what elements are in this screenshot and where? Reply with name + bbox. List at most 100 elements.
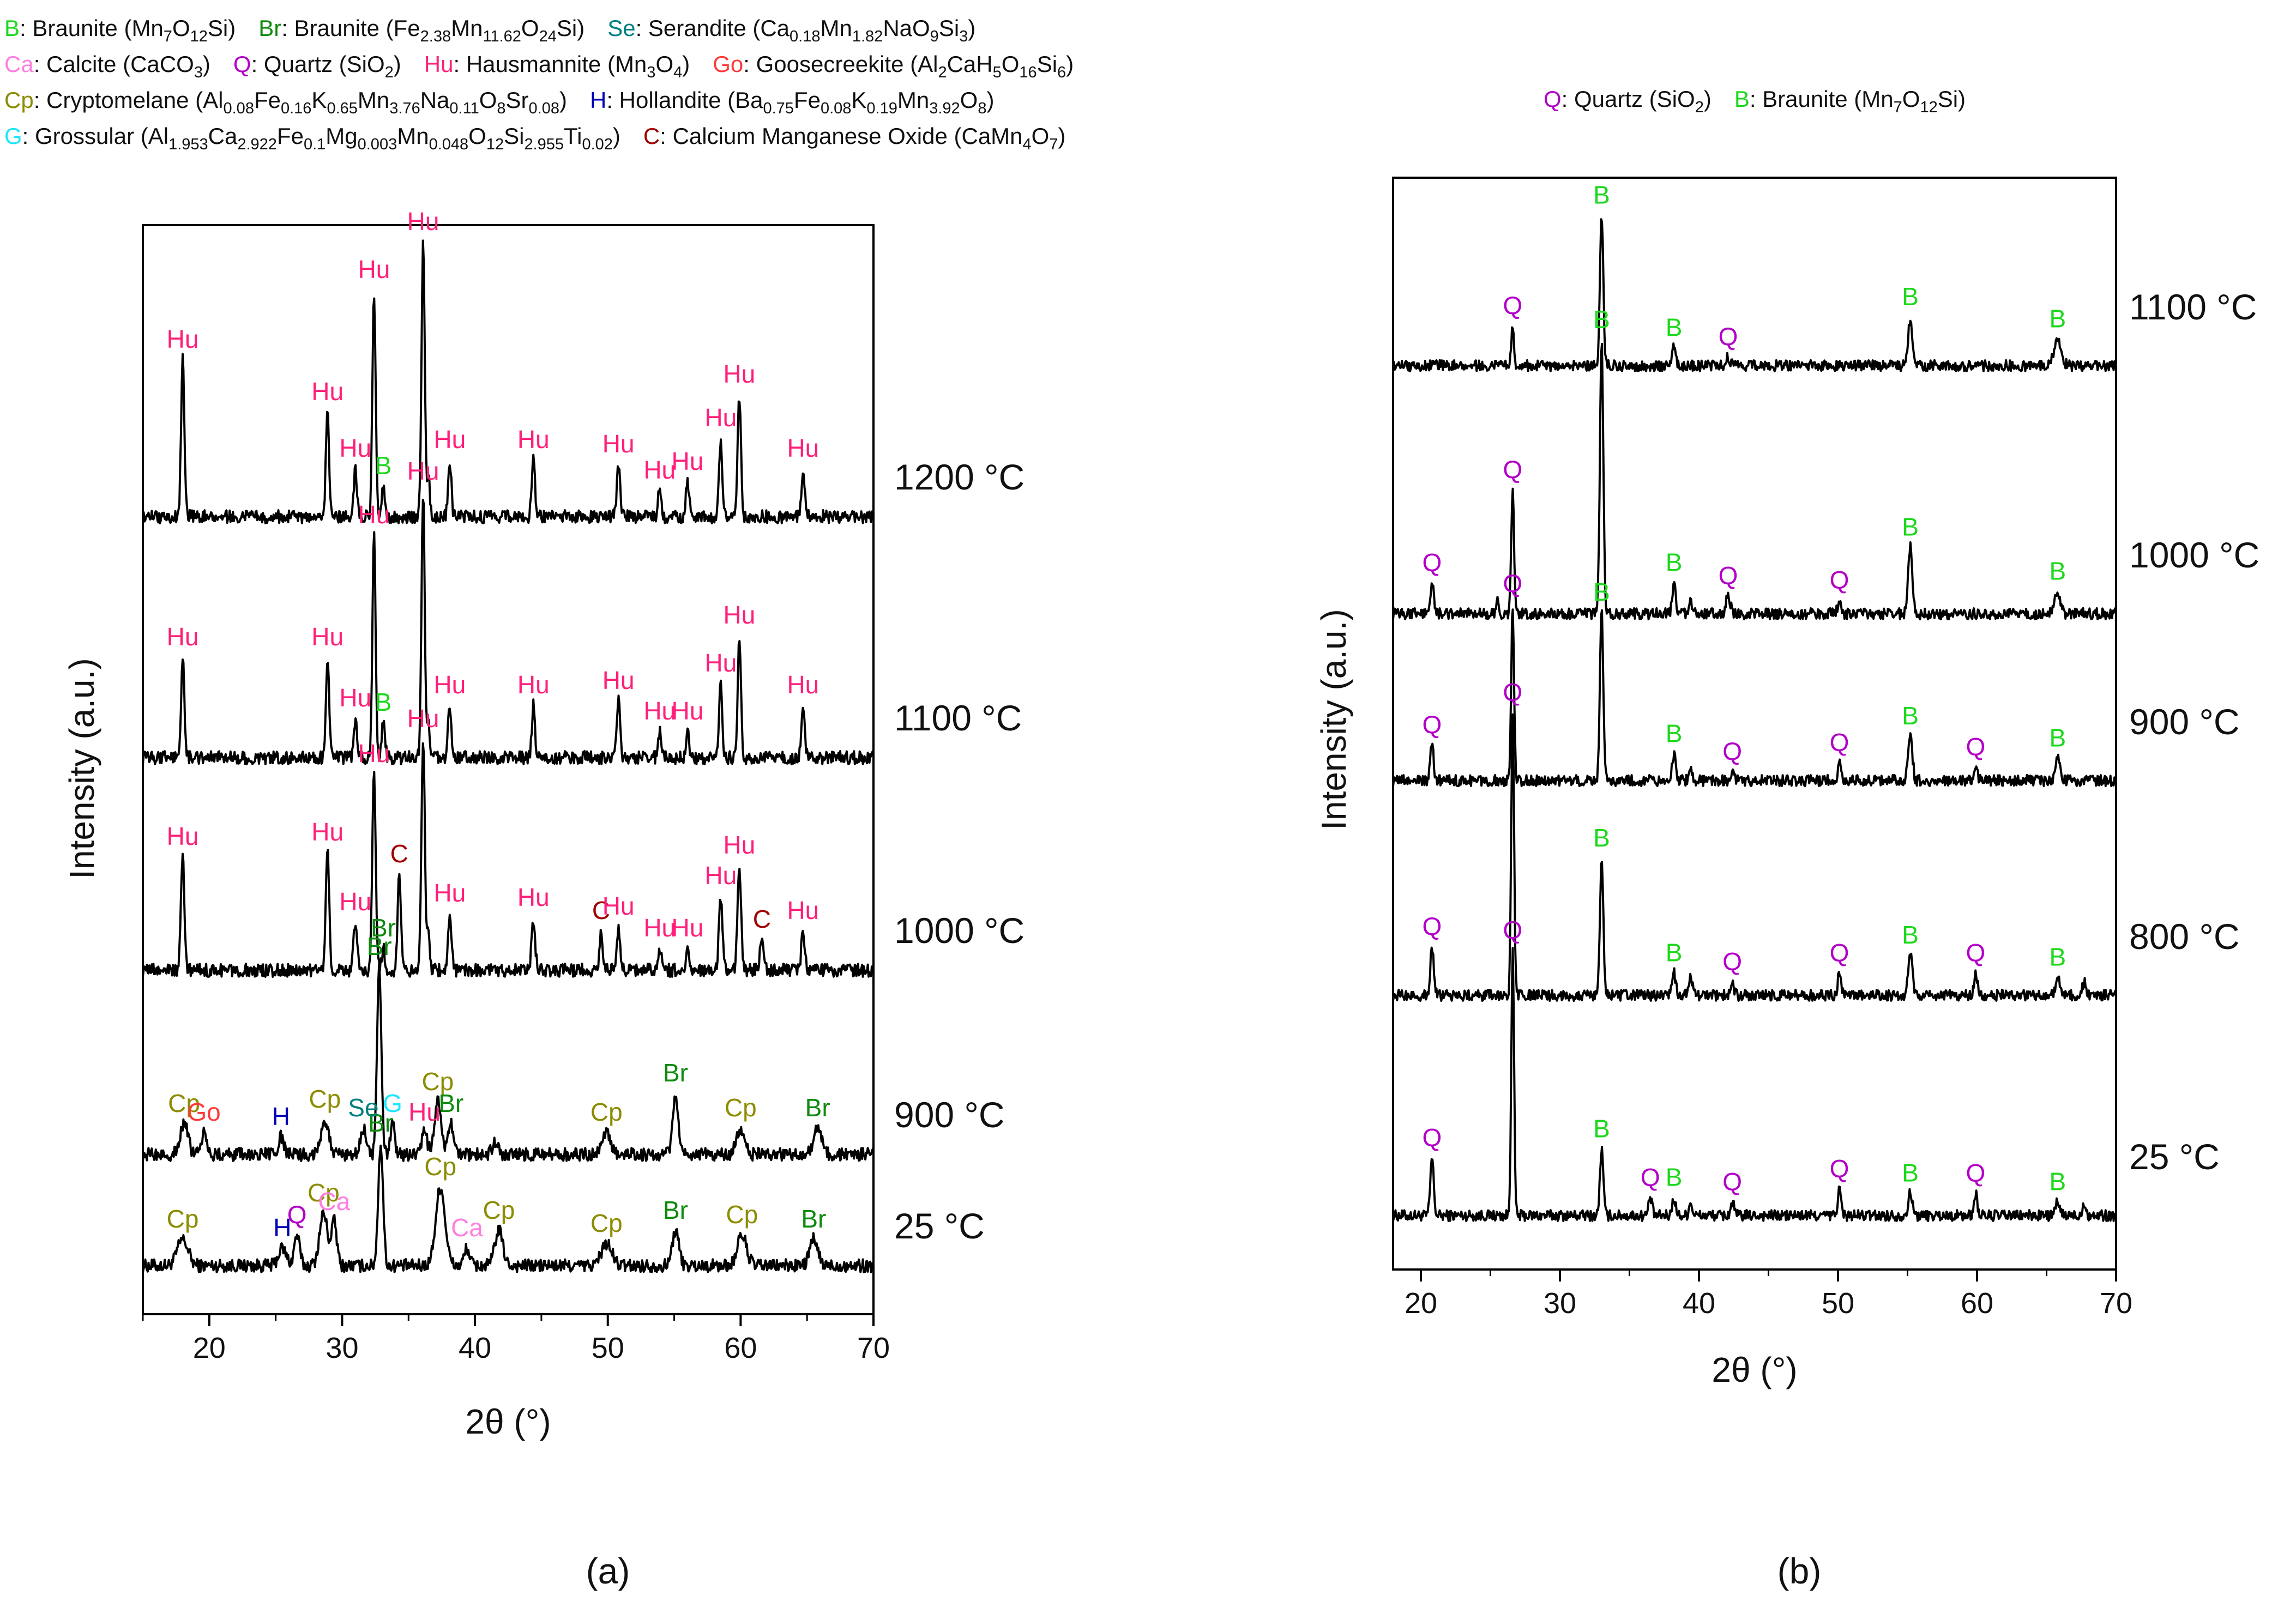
legend-text: Si) xyxy=(1938,86,1966,112)
trace-25c xyxy=(1392,947,2117,1223)
panel-b-traces xyxy=(1392,218,2117,1223)
legend-text: O xyxy=(1902,86,1920,112)
peak-label-Hu: Hu xyxy=(672,914,704,942)
legend-text: 3 xyxy=(647,64,655,81)
peak-label-Cp: Cp xyxy=(726,1200,758,1229)
panel-a-traces xyxy=(142,239,875,1273)
peak-label-B: B xyxy=(1666,313,1683,342)
peak-label-Hu: Hu xyxy=(433,425,466,454)
legend-text: 0.08 xyxy=(224,100,254,117)
legend-text: 8 xyxy=(497,100,505,117)
temperature-label: 800 °C xyxy=(2129,916,2240,957)
panel-b-caption: (b) xyxy=(1777,1551,1822,1591)
temperature-label: 1000 °C xyxy=(2129,535,2259,575)
peak-label-Q: Q xyxy=(1503,291,1522,319)
legend-text: ) xyxy=(986,87,994,113)
legend-panel-b: Q: Quartz (SiO2) B: Braunite (Mn7O12Si) xyxy=(1544,86,1966,116)
trace-25c xyxy=(142,1144,875,1273)
legend-text: : Hausmannite (Mn xyxy=(453,51,647,77)
peak-label-Q: Q xyxy=(1503,455,1522,483)
trace-1000c xyxy=(1392,342,2117,621)
legend-text: Mn xyxy=(358,87,389,113)
peak-label-Hu: Hu xyxy=(358,500,390,529)
legend-code-Ca: Ca xyxy=(4,51,34,77)
legend-text: 3 xyxy=(194,64,203,81)
peak-label-Q: Q xyxy=(1503,678,1522,706)
panel-a-x-axis-label: 2θ (°) xyxy=(465,1402,551,1441)
panel-b-x-axis-ticks: 20 30 40 50 60 70 xyxy=(1405,1270,2132,1320)
legend-text: 0.11 xyxy=(449,100,479,117)
legend-text: ) xyxy=(968,15,975,41)
legend-text: Si) xyxy=(208,15,236,41)
peak-label-Hu: Hu xyxy=(704,649,737,677)
panel-a-temperature-labels: 25 °C 900 °C 1000 °C 1100 °C 1200 °C xyxy=(894,457,1025,1246)
legend-code-B: B xyxy=(1734,86,1750,112)
peak-label-H: H xyxy=(272,1102,290,1131)
legend-text: 0.1 xyxy=(304,136,326,153)
legend-text: 0.16 xyxy=(281,100,311,117)
peak-label-Q: Q xyxy=(1830,566,1849,594)
legend-text: 24 xyxy=(539,28,557,45)
legend-text: 0.003 xyxy=(358,136,397,153)
legend-text: 3 xyxy=(959,28,968,45)
legend-text: Mn xyxy=(821,15,852,41)
legend-text: O xyxy=(479,87,497,113)
peak-label-Hu: Hu xyxy=(407,704,439,733)
peak-label-Q: Q xyxy=(1641,1163,1660,1192)
temperature-label: 25 °C xyxy=(894,1206,985,1246)
trace-1000c xyxy=(142,742,875,978)
peak-label-B: B xyxy=(2050,943,2066,971)
temperature-label: 25 °C xyxy=(2129,1137,2220,1177)
peak-label-Hu: Hu xyxy=(704,403,737,432)
legend-text: ) xyxy=(613,123,620,149)
legend-text: CaH xyxy=(947,51,993,77)
peak-label-B: B xyxy=(1902,921,1919,949)
x-tick-label: 40 xyxy=(459,1332,491,1364)
legend-text: Mn xyxy=(397,123,429,149)
peak-label-Q: Q xyxy=(1503,916,1522,944)
peak-label-B: B xyxy=(1666,939,1683,967)
legend-text: Mg xyxy=(326,123,357,149)
legend-text: : Calcite (CaCO xyxy=(34,51,194,77)
peak-label-B: B xyxy=(1593,578,1610,606)
legend-text: : Braunite (Mn xyxy=(20,15,164,41)
legend-text: 8 xyxy=(978,100,986,117)
legend-code-Q: Q xyxy=(233,51,251,77)
peak-label-Hu: Hu xyxy=(167,622,199,651)
peak-label-Hu: Hu xyxy=(602,430,635,458)
temperature-label: 1100 °C xyxy=(894,698,1022,738)
x-tick-label: 70 xyxy=(857,1332,890,1364)
legend-text: 2.955 xyxy=(524,136,564,153)
legend-text: Si xyxy=(939,15,959,41)
peak-label-Q: Q xyxy=(1966,733,1986,761)
peak-label-Hu: Hu xyxy=(787,670,819,699)
peak-label-Hu: Hu xyxy=(311,818,344,846)
peak-label-Q: Q xyxy=(1503,569,1522,597)
legend-code-C: C xyxy=(643,123,660,149)
peak-label-B: B xyxy=(1902,282,1919,311)
legend-text: 2 xyxy=(1695,99,1704,116)
peak-label-Q: Q xyxy=(1830,1154,1849,1182)
peak-label-Q: Q xyxy=(1966,1159,1986,1187)
peak-label-Hu: Hu xyxy=(724,601,756,629)
legend-text: : Braunite (Fe xyxy=(281,15,420,41)
peak-label-B: B xyxy=(1666,1163,1683,1192)
peak-label-Cp: Cp xyxy=(168,1089,200,1117)
peak-label-Cp: Cp xyxy=(725,1093,757,1122)
peak-label-Hu: Hu xyxy=(339,684,371,712)
panel-b-y-axis-label: Intensity (a.u.) xyxy=(1314,609,1353,830)
legend-text: 0.19 xyxy=(866,100,897,117)
legend-code-G: G xyxy=(4,123,22,149)
legend-text: ) xyxy=(203,51,210,77)
peak-label-C: C xyxy=(592,896,610,924)
peak-label-Q: Q xyxy=(1423,548,1442,576)
peak-label-Hu: Hu xyxy=(167,325,199,353)
peak-label-Cp: Cp xyxy=(309,1085,341,1113)
peak-label-Cp: Cp xyxy=(424,1152,456,1181)
peak-label-Hu: Hu xyxy=(672,447,704,475)
panel-b-plot-frame xyxy=(1392,177,2117,1271)
peak-label-Hu: Hu xyxy=(517,883,550,911)
